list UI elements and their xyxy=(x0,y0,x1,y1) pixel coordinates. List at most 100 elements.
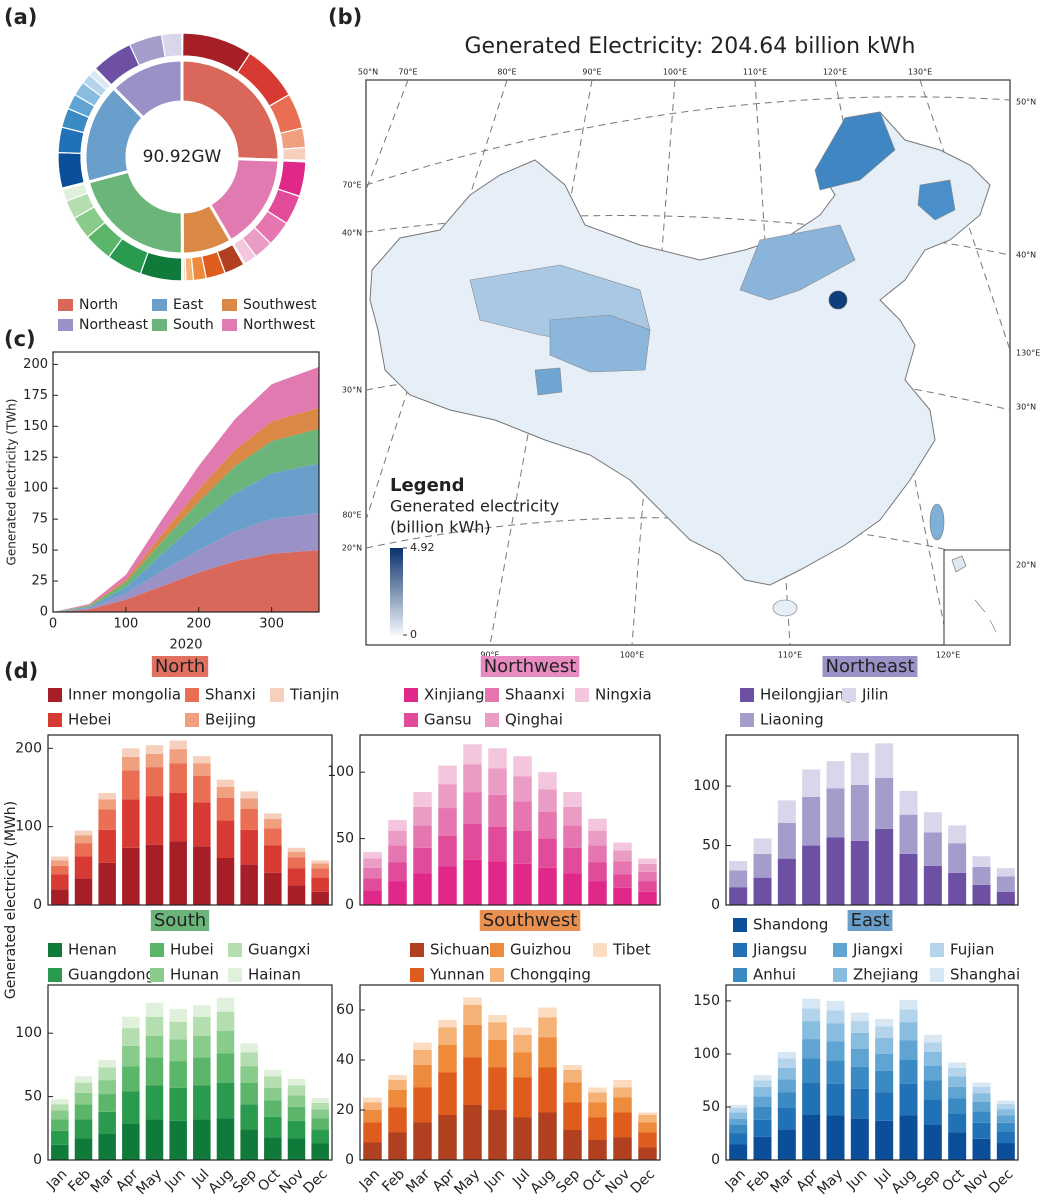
bar-segment xyxy=(613,1080,632,1088)
bar-segment xyxy=(638,1112,657,1115)
donut-region-gap xyxy=(278,159,308,163)
bar-segment xyxy=(145,1016,164,1036)
bar-segment xyxy=(216,1011,235,1031)
bar-segment xyxy=(264,1100,282,1117)
x-tick-label: Sep xyxy=(914,1166,944,1196)
graticule-label: 20°N xyxy=(1016,561,1036,570)
bar-segment xyxy=(613,1137,632,1160)
legend-label: Shaanxi xyxy=(505,686,565,704)
legend-swatch xyxy=(58,299,73,311)
bar-segment xyxy=(74,856,93,879)
y-tick-label: 100 xyxy=(15,1025,42,1041)
bar-segment xyxy=(193,1016,211,1036)
legend-swatch xyxy=(150,968,164,982)
legend-swatch xyxy=(490,968,504,982)
bar-segment xyxy=(463,997,482,1005)
bar-segment xyxy=(122,1045,140,1067)
x-tick-label: Nov xyxy=(277,1166,308,1197)
bar-segment xyxy=(826,1000,845,1011)
map-region xyxy=(828,290,848,310)
bar-segment xyxy=(51,865,69,875)
bar-segment xyxy=(169,749,187,764)
legend-label: Shandong xyxy=(753,916,828,934)
bar-segment xyxy=(438,1020,457,1028)
bar-segment xyxy=(613,861,632,875)
bar-segment xyxy=(51,860,69,866)
bar-segment xyxy=(216,820,235,858)
bar-segment xyxy=(972,1093,991,1102)
bar-segment xyxy=(74,835,93,844)
legend-label: Xinjiang xyxy=(424,686,485,704)
bar-segment xyxy=(122,1066,140,1092)
bar-segment xyxy=(826,1041,845,1061)
y-tick-label: 40 xyxy=(336,1052,354,1068)
graticule-label: 70°E xyxy=(342,181,361,190)
y-tick-label: 0 xyxy=(33,897,42,913)
colorbar-label: (billion kWh) xyxy=(390,518,491,537)
bar-segment xyxy=(311,863,329,869)
y-tick-label: 25 xyxy=(31,574,48,589)
bar-segment xyxy=(287,885,306,905)
bar-segment xyxy=(488,1015,507,1023)
legend-label: Northwest xyxy=(243,317,316,333)
bar-segment xyxy=(264,828,282,846)
donut-outer-segment xyxy=(282,146,307,162)
graticule-label: 100°E xyxy=(620,651,644,660)
bar-segment xyxy=(463,859,482,905)
bar-segment xyxy=(287,1085,306,1096)
bar-segment xyxy=(613,1087,632,1098)
bar-segment xyxy=(413,1122,432,1160)
bar-segment xyxy=(513,830,532,864)
bar-segment xyxy=(388,862,407,882)
bar-segment xyxy=(638,881,657,892)
graticule-line xyxy=(631,80,676,645)
bar-segment xyxy=(638,1115,657,1123)
y-tick-label: 0 xyxy=(33,1152,42,1168)
y-tick-label: 0 xyxy=(40,605,48,620)
bar-segment xyxy=(538,789,557,813)
x-tick-label: Oct xyxy=(939,1166,968,1195)
bar-segment xyxy=(488,794,507,827)
bar-segment xyxy=(875,1038,894,1054)
x-tick-label: Dec xyxy=(986,1166,1016,1196)
bar-segment xyxy=(488,748,507,769)
bar-segment xyxy=(74,1092,93,1105)
map-region xyxy=(549,314,651,373)
bar-segment xyxy=(216,1082,235,1119)
title-group: Northwest xyxy=(480,656,580,677)
plot-frame xyxy=(47,984,333,1161)
bar-segment xyxy=(98,1133,116,1160)
bar-segment xyxy=(899,1059,918,1084)
colorbar xyxy=(390,548,403,635)
donut-inner-segment xyxy=(111,58,184,121)
legend-label: Jilin xyxy=(861,686,888,704)
title-background xyxy=(822,656,918,677)
bar-segment xyxy=(169,1087,187,1121)
bar-segment xyxy=(363,1110,382,1123)
bar-segment xyxy=(948,872,967,905)
bar-segment xyxy=(388,830,407,846)
bar-segment xyxy=(948,1113,967,1133)
x-tick-label: Feb xyxy=(379,1166,408,1195)
bar-segment xyxy=(899,814,918,854)
bar-segment xyxy=(850,784,869,841)
bar-segment xyxy=(513,1035,532,1053)
bar-segment xyxy=(98,1067,116,1081)
bar-segment xyxy=(98,1111,116,1134)
bar-segment xyxy=(996,1143,1015,1160)
bar-segment xyxy=(413,792,432,807)
bar-segment xyxy=(948,1086,967,1099)
graticule-label: 120°E xyxy=(823,68,847,77)
bar-segment xyxy=(169,1120,187,1160)
chart-title: Northwest xyxy=(484,656,577,677)
bar-segment xyxy=(438,1115,457,1160)
bar-segment xyxy=(98,799,116,810)
bar-segment xyxy=(264,1116,282,1138)
bar-segment xyxy=(98,1094,116,1112)
title-group: North xyxy=(151,656,209,677)
colorbar-tick-label: 0 xyxy=(410,628,417,641)
bar-segment xyxy=(563,1130,582,1160)
bar-segment xyxy=(51,1110,69,1120)
legend-swatch xyxy=(575,688,589,702)
bar-segment xyxy=(826,1010,845,1024)
